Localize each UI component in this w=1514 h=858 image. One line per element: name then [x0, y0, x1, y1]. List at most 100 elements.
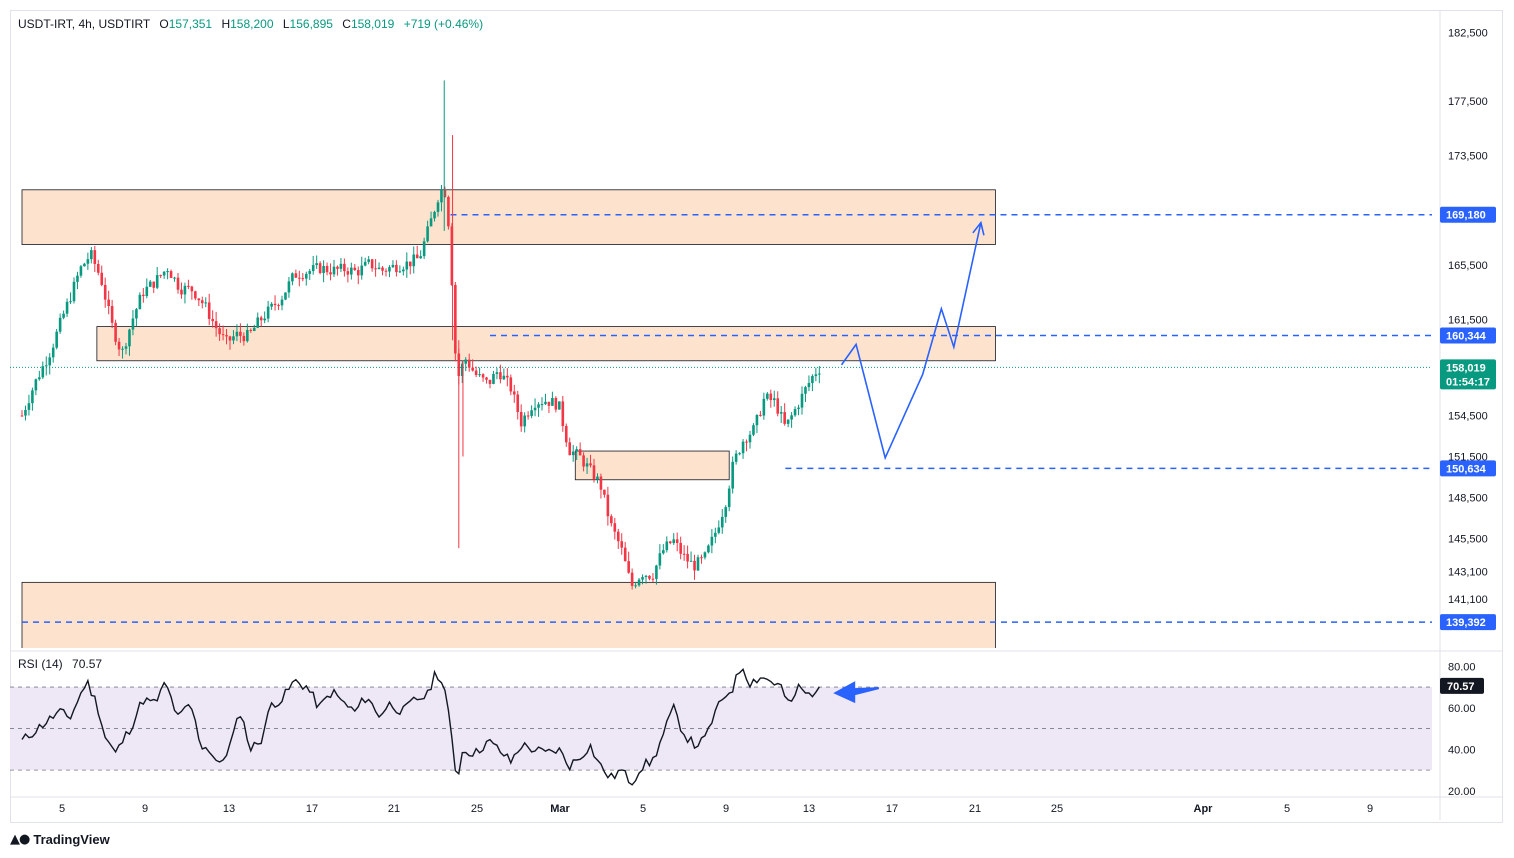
- candle-body: [467, 359, 471, 368]
- candle-body: [159, 275, 162, 277]
- candle-body: [41, 366, 45, 378]
- candle-body: [76, 275, 79, 282]
- candle-body: [277, 305, 280, 307]
- change-value: +719 (+0.46%): [403, 17, 484, 31]
- candle-body: [24, 409, 27, 416]
- sr-zone-2: [96, 326, 996, 362]
- time-tick-label: 9: [142, 803, 148, 815]
- tradingview-logo-icon: ▲●: [10, 832, 30, 847]
- candle-body: [720, 516, 724, 528]
- rsi-legend: RSI (14) 70.57: [18, 657, 102, 671]
- candle-body: [627, 561, 630, 573]
- time-tick-label: 13: [803, 803, 815, 815]
- price-label-bg-4: [1440, 460, 1496, 477]
- candle-body: [818, 373, 821, 375]
- candle-body: [194, 291, 197, 299]
- candle-body: [433, 211, 436, 219]
- candle-body: [291, 273, 294, 282]
- candle-body: [440, 190, 443, 203]
- candle-body: [20, 415, 24, 417]
- candles: [20, 80, 821, 590]
- candle-body: [103, 284, 107, 300]
- open-label: O: [159, 17, 169, 31]
- candle-body: [304, 273, 308, 279]
- candle-body: [738, 453, 741, 455]
- candle-body: [346, 271, 350, 275]
- candle-body: [610, 516, 613, 524]
- symbol-label: USDT-IRT, 4h, USDTIRT: [18, 17, 151, 31]
- candle-body: [280, 299, 284, 306]
- candle-body: [31, 390, 34, 404]
- candle-body: [783, 412, 786, 424]
- time-tick-label: 13: [223, 803, 235, 815]
- candle-body: [811, 376, 814, 384]
- candle-body: [384, 270, 388, 272]
- candle-body: [530, 410, 533, 416]
- candle-body: [731, 461, 734, 489]
- candle-body: [585, 463, 589, 467]
- candle-body: [273, 303, 277, 306]
- rsi-label: RSI (14): [18, 657, 63, 671]
- price-tick-label: 173,500: [1448, 151, 1488, 163]
- price-tick-label: 145,500: [1448, 534, 1488, 546]
- candle-body: [211, 318, 214, 322]
- candle-body: [336, 266, 339, 269]
- time-tick-label: 9: [723, 803, 729, 815]
- candle-body: [249, 329, 253, 331]
- time-tick-label: Apr: [1194, 803, 1214, 815]
- candle-body: [533, 407, 537, 411]
- candle-body: [221, 334, 225, 336]
- candle-body: [27, 403, 31, 410]
- price-tick-label: 161,500: [1448, 315, 1488, 327]
- sr-zone-1: [21, 189, 996, 245]
- brand[interactable]: ▲● TradingView: [10, 832, 110, 847]
- candle-body: [526, 415, 530, 417]
- candle-body: [471, 367, 474, 371]
- candle-body: [634, 585, 637, 587]
- sr-zone-3: [574, 450, 730, 481]
- candle-body: [263, 318, 266, 321]
- candle-body: [762, 398, 766, 416]
- candle-body: [675, 539, 679, 543]
- candle-body: [561, 401, 565, 426]
- candle-body: [402, 269, 405, 272]
- candle-body: [51, 347, 55, 358]
- candle-body: [308, 271, 312, 274]
- candle-body: [506, 375, 509, 378]
- candle-body: [65, 301, 69, 314]
- candle-body: [169, 271, 173, 278]
- time-tick-label: 17: [306, 803, 318, 815]
- rsi-value-label: 70.57: [1447, 681, 1475, 693]
- candle-body: [717, 527, 721, 533]
- candle-body: [734, 453, 738, 462]
- candle-body: [214, 321, 218, 329]
- candle-body: [356, 270, 360, 276]
- candle-body: [131, 318, 135, 330]
- candle-body: [766, 393, 769, 399]
- candle-body: [759, 414, 762, 416]
- candle-body: [540, 404, 544, 406]
- candle-body: [772, 398, 776, 401]
- high-value: 158,200: [230, 17, 274, 31]
- candle-body: [547, 401, 551, 406]
- candle-body: [408, 261, 412, 267]
- rsi-arrow-icon: [833, 681, 879, 704]
- candle-body: [492, 373, 495, 384]
- candle-body: [516, 394, 520, 412]
- candle-body: [620, 541, 624, 548]
- countdown-label: 01:54:17: [1446, 376, 1490, 388]
- candle-body: [686, 553, 689, 562]
- candle-body: [703, 552, 707, 558]
- time-tick-label: 5: [59, 803, 65, 815]
- candle-body: [714, 532, 717, 537]
- ohlc-legend: USDT-IRT, 4h, USDTIRT O157,351 H158,200 …: [18, 17, 483, 31]
- low-label: L: [282, 17, 290, 31]
- candle-body: [58, 317, 62, 332]
- candle-body: [488, 379, 492, 384]
- candle-body: [142, 294, 145, 297]
- price-tick-label: 154,500: [1448, 410, 1488, 422]
- price-label-bg-2: [1440, 327, 1496, 344]
- candle-body: [138, 294, 142, 310]
- candle-body: [377, 267, 381, 269]
